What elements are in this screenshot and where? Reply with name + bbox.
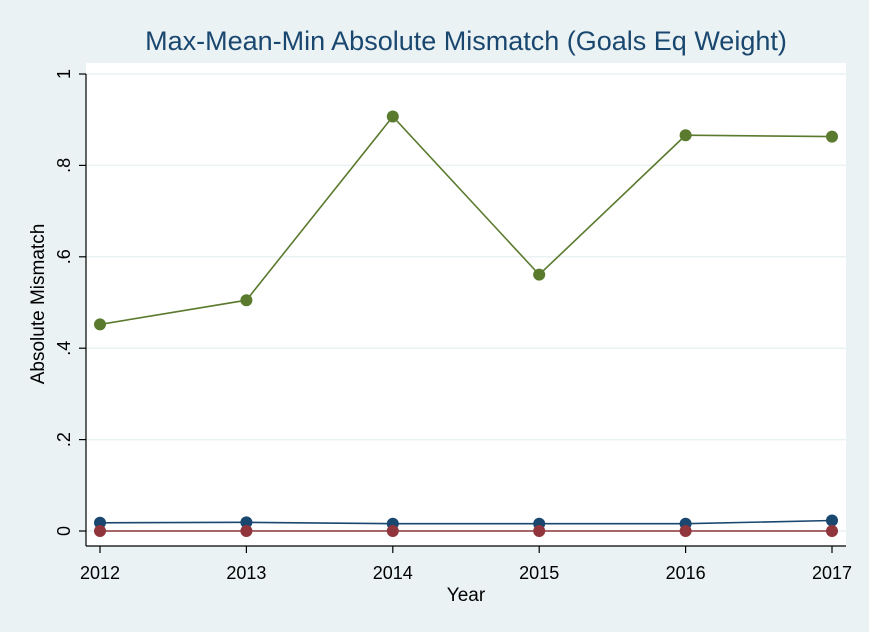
data-point [386, 525, 399, 537]
data-point [386, 110, 399, 123]
chart-title: Max-Mean-Min Absolute Mismatch (Goals Eq… [145, 26, 787, 56]
data-point [240, 294, 253, 307]
data-point [94, 525, 106, 537]
x-tick-label: 2013 [226, 563, 266, 583]
x-tick-label: 2015 [519, 563, 559, 583]
series-2 [94, 525, 838, 537]
series-group [94, 110, 838, 537]
y-axis-label: Absolute Mismatch [28, 224, 49, 385]
y-tick-label: .4 [54, 341, 74, 356]
y-tick-label: 0 [54, 526, 74, 536]
y-tick-label: .8 [54, 158, 74, 173]
series-0 [94, 110, 838, 331]
y-tick-label: .2 [54, 432, 74, 447]
axes: 0 .2 .4 .6 .8 1 2012 2013 2014 2015 2016 2017 [54, 69, 852, 583]
data-point [94, 516, 106, 529]
y-tick-label: 1 [54, 69, 74, 79]
x-tick-label: 2012 [80, 563, 120, 583]
series-line [99, 115, 833, 326]
data-point [240, 516, 253, 529]
data-point [679, 129, 692, 142]
data-point [826, 525, 838, 537]
data-point [240, 525, 253, 537]
x-axis-label: Year [447, 585, 486, 606]
plot-area [86, 63, 846, 546]
data-point [533, 268, 546, 281]
y-tick-label: .6 [54, 249, 74, 264]
data-point [533, 525, 546, 537]
data-point [826, 130, 838, 143]
data-point [826, 514, 838, 527]
data-point [94, 318, 106, 331]
x-tick-label: 2017 [812, 563, 852, 583]
series-line [99, 519, 833, 525]
x-tick-label: 2014 [373, 563, 413, 583]
data-point [679, 525, 692, 537]
x-tick-label: 2016 [666, 563, 706, 583]
